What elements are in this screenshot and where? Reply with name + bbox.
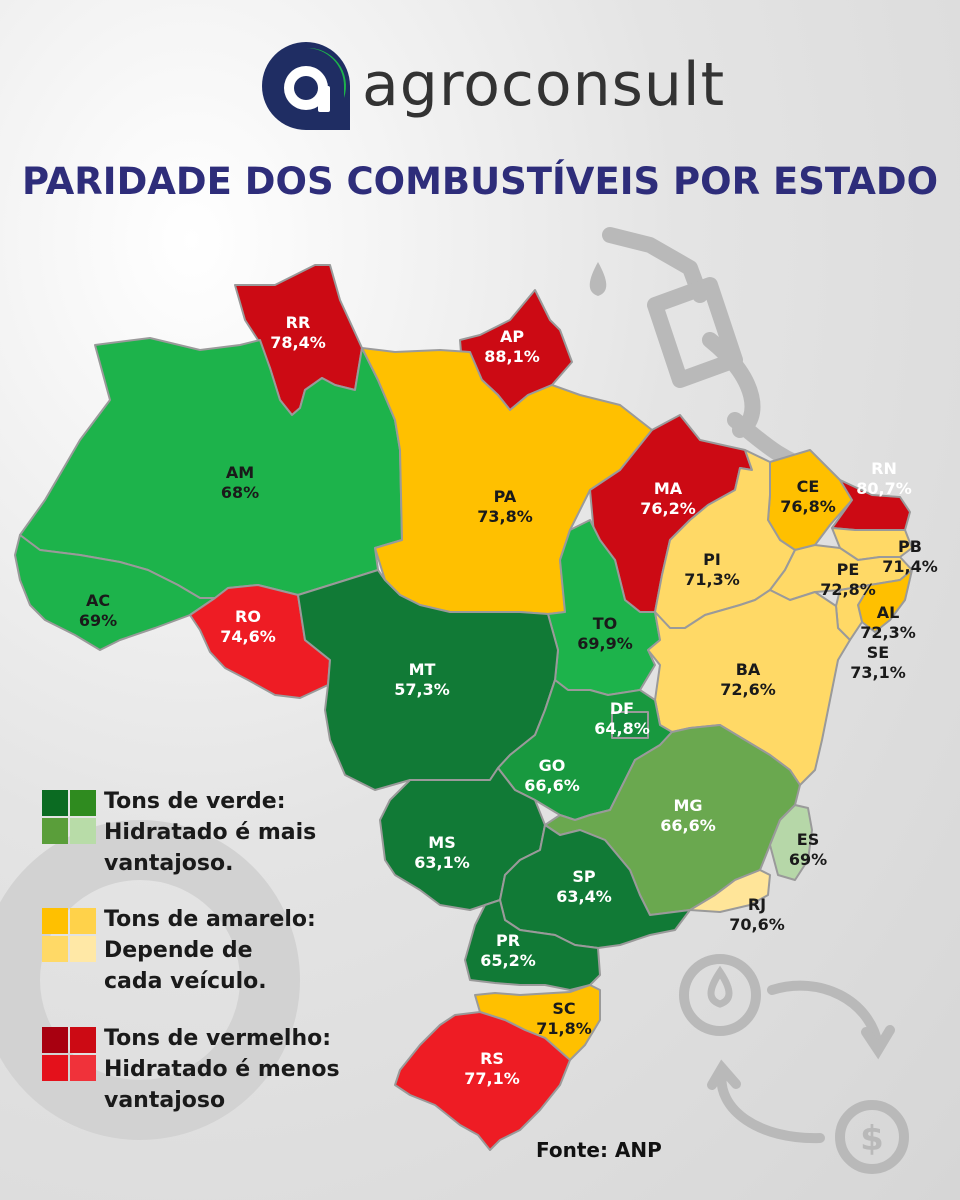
- legend-line: Depende de: [104, 938, 253, 963]
- state-code-label: AL: [877, 603, 900, 622]
- state-pr: [464, 899, 601, 991]
- state-code-label: MT: [409, 660, 436, 679]
- legend-swatch: [42, 936, 68, 962]
- state-value-label: 71,4%: [882, 557, 938, 576]
- state-code-label: SE: [867, 643, 889, 662]
- state-code-label: RJ: [748, 895, 766, 914]
- legend-swatch: [42, 1055, 68, 1081]
- state-code-label: SC: [552, 999, 575, 1018]
- state-value-label: 69%: [789, 850, 827, 869]
- brand-logo: [262, 42, 350, 130]
- state-ro: [189, 584, 331, 699]
- state-code-label: BA: [736, 660, 761, 679]
- state-code-label: RN: [871, 459, 897, 478]
- state-code-label: RR: [286, 313, 311, 332]
- state-value-label: 57,3%: [394, 680, 450, 699]
- state-value-label: 71,3%: [684, 570, 740, 589]
- state-code-label: PR: [496, 931, 520, 950]
- state-code-label: MG: [673, 796, 702, 815]
- dollar-coin-icon: $: [860, 1119, 884, 1159]
- legend-line: cada veículo.: [104, 969, 267, 994]
- cycle-arrows-icon: [679, 954, 909, 1174]
- state-value-label: 71,8%: [536, 1019, 592, 1038]
- legend-text: Tons de vermelho: Hidratado é menos vant…: [104, 1023, 340, 1116]
- legend-line: Hidratado é menos: [104, 1057, 340, 1082]
- state-value-label: 76,8%: [780, 497, 836, 516]
- state-code-label: PE: [837, 560, 860, 579]
- fuel-drop-icon: [589, 262, 607, 296]
- state-rj: [689, 869, 771, 913]
- legend-swatch: [70, 908, 96, 934]
- legend-line: Tons de amarelo:: [104, 907, 316, 932]
- state-value-label: 63,1%: [414, 853, 470, 872]
- state-value-label: 74,6%: [220, 627, 276, 646]
- state-code-label: MS: [428, 833, 455, 852]
- state-code-label: AP: [500, 327, 524, 346]
- legend-swatch: [70, 790, 96, 816]
- state-code-label: SP: [572, 867, 596, 886]
- state-value-label: 66,6%: [660, 816, 716, 835]
- legend-text: Tons de verde: Hidratado é mais vantajos…: [104, 786, 316, 879]
- state-value-label: 78,4%: [270, 333, 326, 352]
- state-es: [769, 804, 813, 881]
- legend-swatch: [70, 1027, 96, 1053]
- state-value-label: 88,1%: [484, 347, 540, 366]
- state-code-label: PI: [703, 550, 721, 569]
- source-note: Fonte: ANP: [536, 1138, 662, 1162]
- state-code-label: TO: [593, 614, 618, 633]
- state-value-label: 72,8%: [820, 580, 876, 599]
- state-df: [611, 711, 649, 739]
- legend-swatch: [42, 1027, 68, 1053]
- state-code-label: MA: [654, 479, 683, 498]
- state-code-label: PB: [898, 537, 922, 556]
- state-rs: [394, 1011, 571, 1151]
- legend-line: Hidratado é mais: [104, 820, 317, 845]
- state-value-label: 73,8%: [477, 507, 533, 526]
- background-ring: [0, 820, 300, 1140]
- state-sp: [499, 824, 691, 949]
- state-value-label: 76,2%: [640, 499, 696, 518]
- state-value-label: 66,6%: [524, 776, 580, 795]
- state-value-label: 77,1%: [464, 1069, 520, 1088]
- legend-swatch: [70, 818, 96, 844]
- brand-name: agroconsult: [362, 50, 726, 120]
- state-ac: [14, 534, 216, 651]
- state-value-label: 68%: [221, 483, 259, 502]
- legend-line: vantajoso: [104, 1088, 226, 1113]
- state-value-label: 64,8%: [594, 719, 650, 738]
- state-value-label: 80,7%: [856, 479, 912, 498]
- state-value-label: 69,9%: [577, 634, 633, 653]
- state-value-label: 70,6%: [729, 915, 785, 934]
- page-title: PARIDADE DOS COMBUSTÍVEIS POR ESTADO: [21, 160, 939, 203]
- state-code-label: AC: [86, 591, 110, 610]
- state-value-label: 72,3%: [860, 623, 916, 642]
- state-value-label: 72,6%: [720, 680, 776, 699]
- state-value-label: 65,2%: [480, 951, 536, 970]
- legend-swatch: [42, 908, 68, 934]
- fuel-pump-icon: [602, 227, 823, 478]
- state-code-label: GO: [539, 756, 566, 775]
- state-code-label: AM: [226, 463, 254, 482]
- legend-text: Tons de amarelo: Depende de cada veículo…: [104, 904, 316, 997]
- state-value-label: 69%: [79, 611, 117, 630]
- state-code-label: ES: [797, 830, 819, 849]
- legend-line: vantajoso.: [104, 851, 234, 876]
- state-code-label: DF: [610, 699, 634, 718]
- legend-swatch: [70, 936, 96, 962]
- state-code-label: CE: [797, 477, 820, 496]
- legend-line: Tons de vermelho:: [104, 1026, 332, 1051]
- legend-swatch: [70, 1055, 96, 1081]
- state-code-label: PA: [494, 487, 517, 506]
- state-code-label: RS: [480, 1049, 504, 1068]
- legend-swatch: [42, 818, 68, 844]
- state-code-label: RO: [235, 607, 261, 626]
- legend-line: Tons de verde:: [104, 789, 286, 814]
- state-value-label: 73,1%: [850, 663, 906, 682]
- state-value-label: 63,4%: [556, 887, 612, 906]
- legend-swatch: [42, 790, 68, 816]
